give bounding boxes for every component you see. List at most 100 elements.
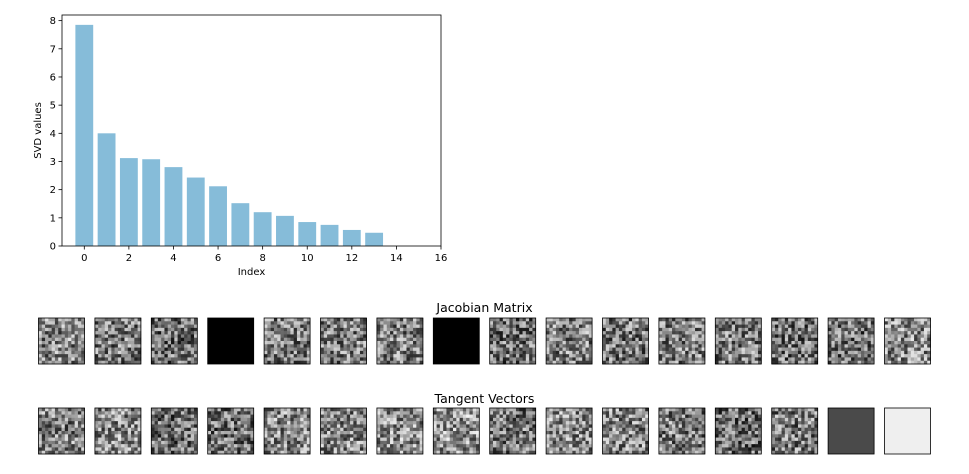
image-tile bbox=[884, 407, 931, 455]
plot-frame bbox=[61, 14, 442, 247]
bar-13 bbox=[365, 232, 384, 246]
image-tile bbox=[545, 317, 593, 365]
image-tile-frame bbox=[376, 407, 424, 455]
tangent-vectors-title: Tangent Vectors bbox=[434, 391, 535, 406]
image-tile-frame bbox=[489, 407, 537, 455]
image-tile bbox=[714, 317, 762, 365]
bar-8 bbox=[253, 212, 272, 246]
bar-2 bbox=[119, 158, 138, 246]
y-tick-label: 0 bbox=[50, 242, 56, 253]
y-tick-label: 1 bbox=[50, 213, 56, 224]
image-tile-frame bbox=[658, 407, 706, 455]
image-tile bbox=[263, 407, 311, 455]
image-tile-frame bbox=[432, 317, 480, 365]
x-tick-label: 14 bbox=[390, 253, 403, 264]
image-tile-frame bbox=[376, 317, 424, 365]
x-tick-label: 16 bbox=[435, 253, 448, 264]
image-tile-frame bbox=[827, 317, 875, 365]
image-tile bbox=[658, 317, 706, 365]
image-tile-frame bbox=[489, 317, 537, 365]
x-tick-label: 6 bbox=[215, 253, 221, 264]
image-tile-frame bbox=[320, 317, 367, 365]
image-tile bbox=[150, 407, 198, 455]
image-tile bbox=[263, 317, 311, 365]
image-tile bbox=[94, 317, 142, 365]
y-tick-label: 4 bbox=[50, 129, 56, 140]
image-tile bbox=[714, 407, 762, 455]
image-tile bbox=[489, 317, 537, 365]
image-tile bbox=[602, 317, 649, 365]
image-tile bbox=[150, 317, 198, 365]
image-tile-frame bbox=[150, 407, 198, 455]
image-tile bbox=[38, 317, 85, 365]
image-tile bbox=[658, 407, 706, 455]
image-tile-frame bbox=[714, 407, 762, 455]
image-tile bbox=[432, 317, 480, 365]
y-axis-label: SVD values bbox=[33, 102, 44, 159]
jacobian-matrix-row bbox=[38, 317, 931, 365]
image-tile bbox=[884, 317, 931, 365]
bar-7 bbox=[231, 203, 250, 246]
x-axis-label: Index bbox=[238, 267, 266, 278]
image-tile-frame bbox=[771, 407, 819, 455]
image-tile-frame bbox=[263, 317, 311, 365]
y-tick-label: 7 bbox=[50, 44, 56, 55]
y-tick-label: 8 bbox=[50, 16, 56, 27]
image-tile bbox=[207, 407, 255, 455]
image-tile-frame bbox=[602, 407, 649, 455]
image-tile-frame bbox=[94, 407, 142, 455]
image-tile-frame bbox=[602, 317, 649, 365]
bars bbox=[75, 24, 384, 246]
image-tile bbox=[771, 407, 819, 455]
image-tile-frame bbox=[545, 317, 593, 365]
x-tick-label: 2 bbox=[126, 253, 132, 264]
y-tick-label: 5 bbox=[50, 101, 56, 112]
image-tile-frame bbox=[320, 407, 367, 455]
image-tile-frame bbox=[38, 317, 85, 365]
image-tile-frame bbox=[545, 407, 593, 455]
bar-5 bbox=[186, 177, 205, 246]
image-tile-frame bbox=[771, 317, 819, 365]
image-tile-frame bbox=[432, 407, 480, 455]
image-tile bbox=[38, 407, 85, 455]
x-tick-label: 4 bbox=[170, 253, 176, 264]
image-tile-frame bbox=[884, 317, 931, 365]
image-tile-frame bbox=[714, 317, 762, 365]
x-tick-label: 0 bbox=[81, 253, 87, 264]
x-tick-label: 10 bbox=[301, 253, 314, 264]
image-tile bbox=[771, 317, 819, 365]
image-tile bbox=[320, 407, 367, 455]
image-tile-frame bbox=[827, 407, 875, 455]
image-tile-frame bbox=[94, 317, 142, 365]
bar-10 bbox=[298, 222, 317, 246]
tangent-vectors-row bbox=[38, 407, 931, 455]
image-tile bbox=[602, 407, 649, 455]
bar-1 bbox=[97, 133, 116, 246]
image-tile-frame bbox=[150, 317, 198, 365]
x-ticks: 0 2 4 6 8 10 12 14 16 bbox=[81, 246, 447, 264]
y-ticks: 0 1 2 3 4 5 6 7 8 bbox=[50, 16, 62, 253]
bar-6 bbox=[209, 186, 227, 246]
image-tile bbox=[376, 317, 424, 365]
image-tile bbox=[545, 407, 593, 455]
x-tick-label: 12 bbox=[345, 253, 358, 264]
image-tile-frame bbox=[207, 407, 255, 455]
bar-12 bbox=[342, 229, 361, 246]
image-tile bbox=[827, 407, 875, 455]
bar-4 bbox=[164, 167, 183, 246]
bar-9 bbox=[276, 215, 294, 246]
x-tick-label: 8 bbox=[259, 253, 265, 264]
image-tile-frame bbox=[884, 407, 931, 455]
image-tile bbox=[207, 317, 255, 365]
image-tile bbox=[489, 407, 537, 455]
bar-3 bbox=[142, 159, 161, 246]
image-tile bbox=[827, 317, 875, 365]
image-tile bbox=[320, 317, 367, 365]
image-tile-frame bbox=[658, 317, 706, 365]
image-tile bbox=[94, 407, 142, 455]
image-tile bbox=[376, 407, 424, 455]
image-tile-frame bbox=[207, 317, 255, 365]
bar-11 bbox=[320, 224, 339, 246]
